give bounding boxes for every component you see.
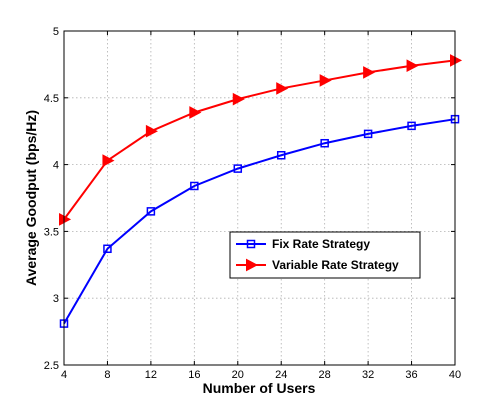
data-point bbox=[189, 106, 202, 119]
x-tick-label: 4 bbox=[61, 369, 67, 381]
x-tick-label: 40 bbox=[449, 369, 461, 381]
legend-label: Fix Rate Strategy bbox=[272, 237, 370, 251]
x-axis-label: Number of Users bbox=[203, 380, 316, 396]
plot-area bbox=[64, 31, 455, 365]
legend-box bbox=[229, 231, 421, 279]
data-point bbox=[450, 54, 463, 67]
y-tick-label: 5 bbox=[53, 26, 59, 38]
data-point bbox=[232, 92, 245, 106]
data-point bbox=[190, 181, 199, 191]
series-layer bbox=[59, 54, 463, 328]
legend-swatch-marker bbox=[246, 239, 256, 249]
legend-entry: Variable Rate Strategy bbox=[236, 258, 399, 272]
series-line bbox=[63, 118, 456, 325]
legend-entries: Fix Rate Strategy Variable Rate Strategy bbox=[236, 237, 399, 272]
data-point bbox=[233, 164, 243, 173]
series-1 bbox=[59, 114, 460, 328]
data-point bbox=[276, 82, 289, 95]
legend-entry: Fix Rate Strategy bbox=[236, 237, 370, 251]
legend-swatch-marker bbox=[246, 258, 259, 272]
x-tick-label: 32 bbox=[362, 369, 374, 381]
series-line bbox=[63, 59, 456, 220]
x-tick-label: 12 bbox=[145, 369, 157, 381]
y-tick-label: 2.5 bbox=[44, 360, 59, 372]
axis-ticks bbox=[63, 30, 456, 366]
data-point bbox=[363, 129, 373, 139]
y-tick-label: 4.5 bbox=[44, 93, 59, 105]
data-point bbox=[407, 121, 416, 131]
y-axis-label: Average Goodput (bps/Hz) bbox=[23, 110, 39, 286]
plot-frame bbox=[63, 30, 456, 366]
series-2 bbox=[59, 54, 463, 226]
data-point bbox=[320, 138, 329, 148]
x-tick-label: 16 bbox=[188, 369, 200, 381]
data-point bbox=[406, 59, 419, 73]
y-tick-labels: 2.5 3 3.5 4 4.5 5 bbox=[44, 26, 59, 372]
data-point bbox=[102, 154, 115, 167]
legend: Fix Rate Strategy Variable Rate Strategy bbox=[229, 231, 421, 279]
data-point bbox=[103, 244, 112, 254]
y-tick-label: 3 bbox=[53, 293, 59, 305]
y-tick-label: 3.5 bbox=[44, 226, 59, 238]
x-tick-label: 24 bbox=[275, 369, 287, 381]
y-tick-label: 4 bbox=[53, 160, 59, 172]
grid-lines bbox=[64, 31, 455, 365]
x-tick-label: 28 bbox=[319, 369, 331, 381]
data-point bbox=[363, 66, 376, 79]
data-point bbox=[145, 124, 158, 138]
x-tick-label: 20 bbox=[232, 369, 244, 381]
data-point bbox=[276, 150, 286, 160]
x-tick-label: 36 bbox=[405, 369, 417, 381]
legend-label: Variable Rate Strategy bbox=[272, 258, 399, 272]
data-point bbox=[146, 207, 156, 216]
data-point bbox=[319, 74, 332, 87]
data-point bbox=[59, 213, 72, 226]
x-tick-labels: 4 8 12 16 20 24 28 32 36 40 bbox=[61, 369, 461, 381]
x-tick-label: 8 bbox=[104, 369, 110, 381]
